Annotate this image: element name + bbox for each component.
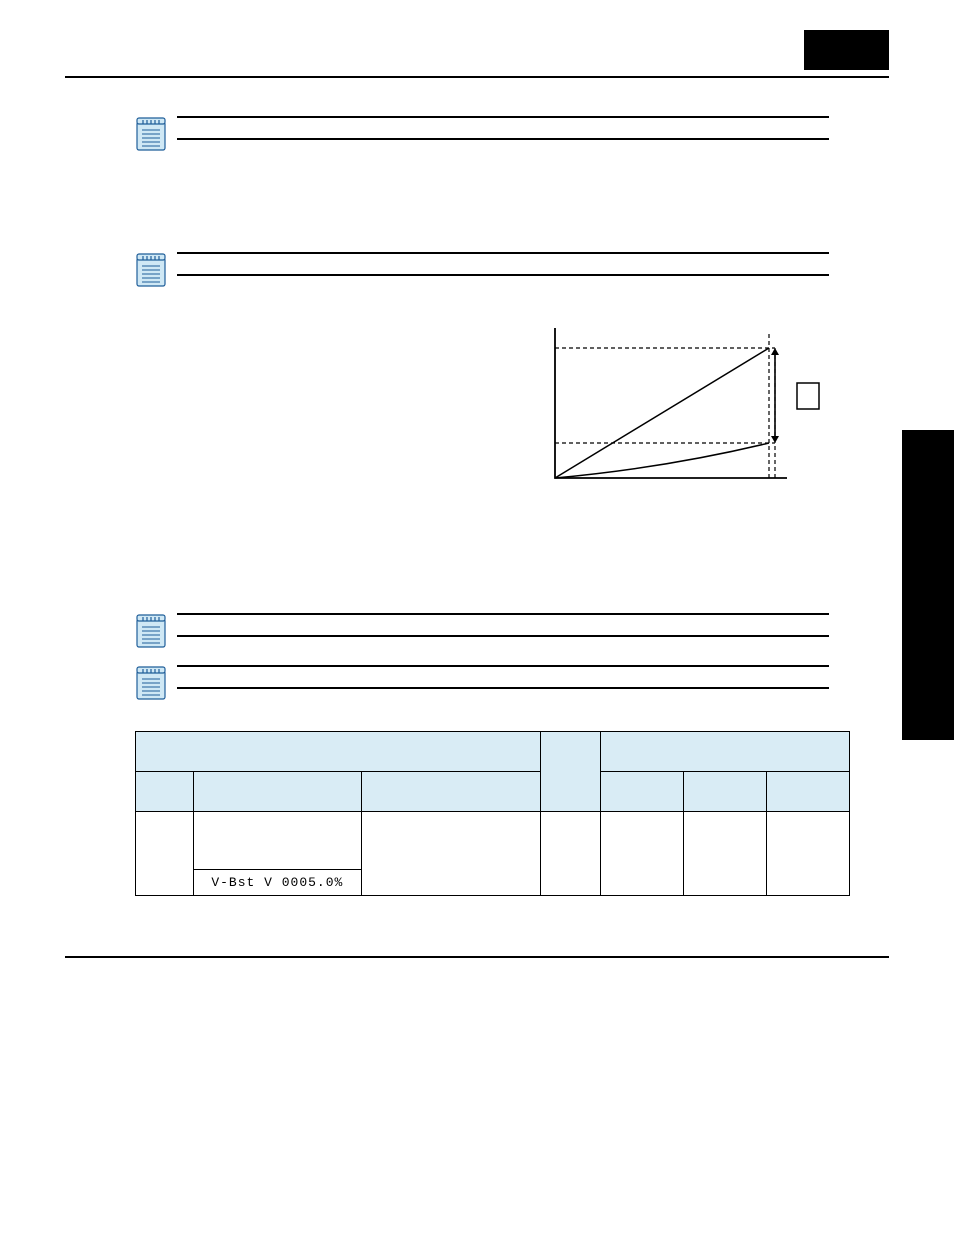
content-area: V-Bst V 0005.0% — [65, 78, 889, 958]
notepad-icon — [135, 116, 167, 152]
table-header-cell — [193, 772, 361, 812]
note-lines-2 — [177, 252, 829, 276]
table-header-cell — [601, 772, 684, 812]
table-header-cell — [136, 732, 541, 772]
note-body-1 — [177, 116, 889, 140]
note-body-2 — [177, 252, 889, 276]
note-body-4 — [177, 665, 889, 689]
table-header-cell — [684, 772, 767, 812]
table-cell — [541, 812, 601, 896]
table-cell — [767, 812, 850, 896]
table-header-row-1 — [136, 732, 850, 772]
note-lines-4 — [177, 665, 829, 689]
lcd-display-cell: V-Bst V 0005.0% — [193, 870, 361, 896]
note-block-4 — [135, 665, 889, 701]
notepad-icon — [135, 613, 167, 649]
parameter-table: V-Bst V 0005.0% — [135, 731, 850, 896]
table-cell — [193, 812, 361, 870]
vf-chart-svg — [525, 318, 825, 503]
page-root: V-Bst V 0005.0% — [0, 0, 954, 1008]
table-row — [136, 812, 850, 870]
table-cell — [601, 812, 684, 896]
notepad-icon — [135, 665, 167, 701]
top-header-box — [804, 30, 889, 70]
table-header-cell — [601, 732, 850, 772]
table-cell — [136, 812, 194, 896]
table-header-cell — [136, 772, 194, 812]
note-block-1 — [135, 116, 889, 152]
side-tab-box — [902, 430, 954, 740]
table-header-cell — [767, 772, 850, 812]
note-lines-1 — [177, 116, 829, 140]
notepad-icon — [135, 252, 167, 288]
footer-rule — [65, 956, 889, 958]
note-block-2 — [135, 252, 889, 288]
table-header-row-2 — [136, 772, 850, 812]
table-header-cell — [541, 732, 601, 812]
note-body-3 — [177, 613, 889, 637]
table-cell — [361, 812, 541, 896]
note-lines-3 — [177, 613, 829, 637]
table-header-cell — [361, 772, 541, 812]
vf-chart — [525, 318, 889, 503]
note-block-3 — [135, 613, 889, 649]
table-cell — [684, 812, 767, 896]
